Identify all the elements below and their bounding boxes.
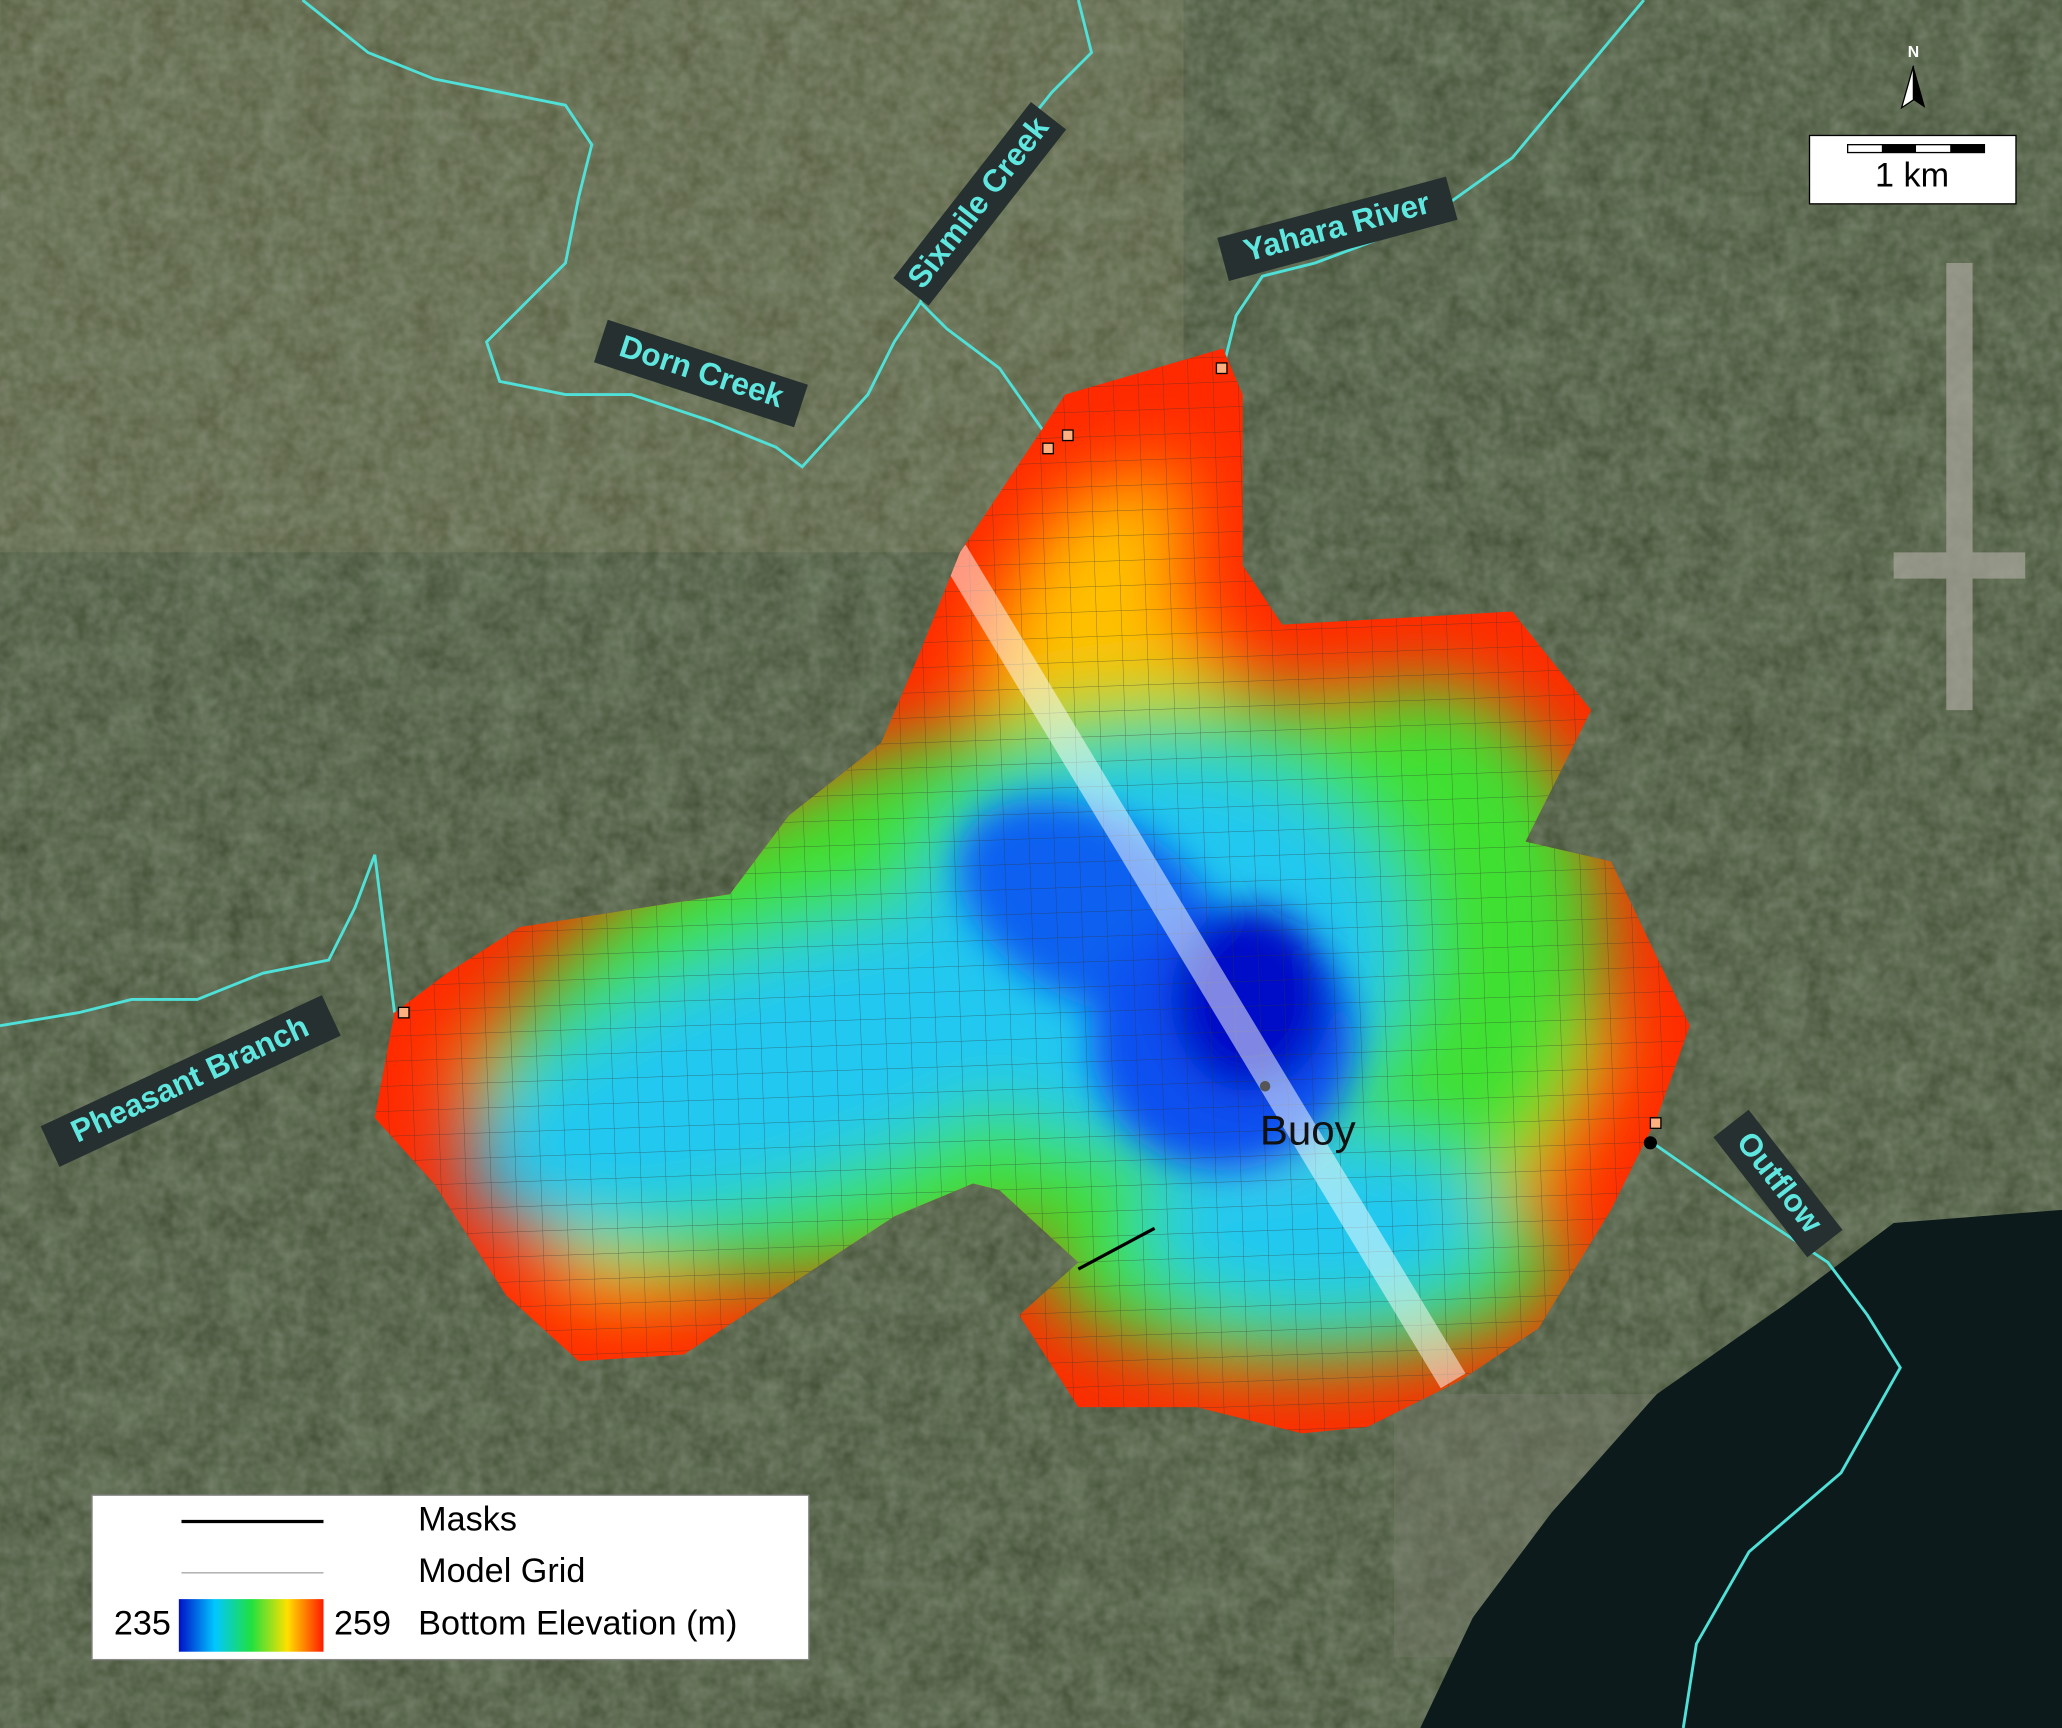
river [1653, 1142, 1902, 1728]
label-bg [40, 995, 341, 1167]
label-bg [893, 101, 1067, 306]
north-label: N [1908, 44, 1919, 61]
legend: Masks Model Grid 235 259 Bottom Elevatio… [91, 1494, 810, 1661]
airport [1893, 263, 2026, 711]
legend-label: Bottom Elevation (m) [418, 1604, 737, 1642]
scale-segment [1950, 144, 1985, 153]
colorbar-max: 259 [334, 1604, 391, 1642]
colorbar-min: 235 [114, 1604, 171, 1642]
scale-bar: 1 km [1808, 134, 2017, 205]
inflow-markers [397, 362, 1662, 1129]
transect [941, 544, 1466, 1389]
marker [1061, 429, 1074, 442]
buoy-label: Buoy [1260, 1107, 1356, 1154]
north-arrow: N [1900, 44, 1926, 110]
label-bg [1217, 176, 1458, 282]
lake-mendota-south [1420, 1209, 2062, 1728]
river [0, 854, 396, 1028]
marker [1215, 362, 1228, 375]
scale-label: 1 km [1875, 157, 1949, 195]
legend-label: Model Grid [418, 1552, 585, 1590]
marker [397, 1006, 410, 1019]
marker [1649, 1117, 1662, 1129]
label-bg [1713, 1109, 1843, 1258]
marker [1042, 442, 1055, 455]
outflow-point [1643, 1136, 1657, 1150]
colorbar [178, 1599, 324, 1652]
buoy-point [1259, 1080, 1271, 1092]
legend-label: Masks [418, 1501, 517, 1539]
mask [1077, 1226, 1156, 1271]
river [301, 0, 1047, 469]
scale-segment [1881, 144, 1917, 153]
arrow-half [1913, 65, 1926, 108]
label-bg [593, 319, 808, 428]
